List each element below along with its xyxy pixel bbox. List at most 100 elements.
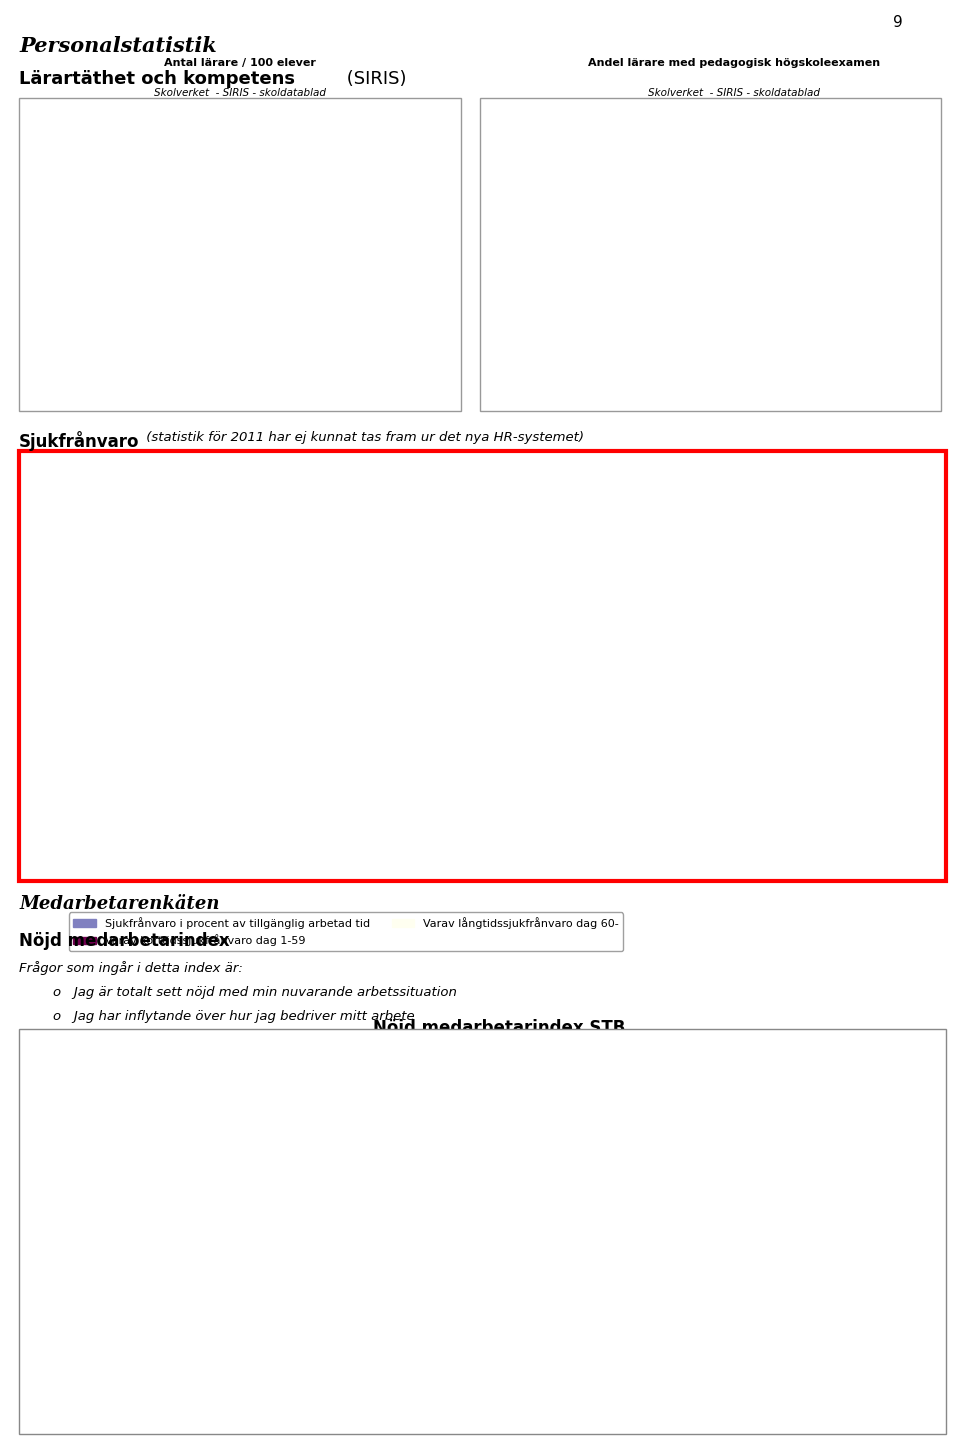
Text: 7,1: 7,1 (351, 166, 368, 176)
Text: 1,9%: 1,9% (557, 697, 581, 706)
Bar (111, 588, 147, 794)
Bar (738, 1246, 866, 1456)
Text: 2,7%: 2,7% (189, 661, 214, 671)
Text: 7,8: 7,8 (231, 146, 249, 156)
Bar (74, 186, 106, 379)
Text: 2008: 2008 (150, 862, 181, 875)
Text: (statistik för 2011 har ej kunnat tas fram ur det nya HR-systemet): (statistik för 2011 har ej kunnat tas fr… (142, 431, 584, 444)
Text: 2008: 2008 (284, 862, 316, 875)
Legend: Sjukfrånvaro i procent av tillgänglig arbetad tid, Varav korttidssjukfrånvaro da: Sjukfrånvaro i procent av tillgänglig ar… (69, 913, 623, 951)
Text: 73%: 73% (784, 1229, 821, 1243)
Text: 6,6%: 6,6% (386, 486, 410, 496)
Bar (452, 628, 489, 794)
Text: (SIRIS): (SIRIS) (341, 70, 406, 87)
Bar (587, 686, 623, 794)
Bar (344, 178, 374, 379)
Bar (246, 574, 282, 794)
Bar (515, 601, 551, 794)
Bar (225, 157, 255, 379)
Text: 81%: 81% (179, 1178, 214, 1194)
Text: Antal lärare / 100 elever: Antal lärare / 100 elever (164, 58, 316, 67)
Text: 4,3%: 4,3% (520, 590, 544, 600)
Text: 1,9%: 1,9% (154, 697, 178, 706)
Text: (inkl. sgymnasiesärskolan): (inkl. sgymnasiesärskolan) (397, 1050, 601, 1064)
Bar (783, 660, 820, 794)
Text: 1,8%: 1,8% (728, 702, 752, 711)
Text: 75,6: 75,6 (723, 173, 746, 183)
Bar (856, 753, 892, 794)
Text: 4,6%: 4,6% (117, 577, 141, 585)
Bar (106, 163, 136, 379)
Bar (820, 695, 856, 794)
Bar (255, 154, 286, 379)
Bar (750, 188, 780, 379)
Text: 0,9%: 0,9% (862, 741, 886, 751)
Text: 2,2%: 2,2% (826, 683, 850, 693)
Text: 3,6%: 3,6% (288, 620, 312, 630)
Bar (313, 192, 344, 379)
Text: 73,7: 73,7 (635, 179, 658, 189)
Text: 7,9: 7,9 (263, 143, 279, 153)
Bar (318, 699, 354, 794)
Bar (374, 149, 406, 379)
Text: 75,0: 75,0 (754, 175, 777, 185)
Text: 6,9: 6,9 (201, 172, 217, 182)
Text: 2010: 2010 (687, 862, 719, 875)
Text: 2010: 2010 (822, 862, 853, 875)
Text: 3,0%: 3,0% (789, 648, 814, 658)
Bar (807, 166, 838, 379)
Text: 2,4%: 2,4% (593, 674, 617, 684)
Text: 8,1: 8,1 (143, 137, 160, 147)
Text: 2,9%: 2,9% (422, 652, 446, 662)
Bar (436, 1284, 563, 1456)
Bar (132, 1197, 260, 1456)
Text: 8,1: 8,1 (382, 137, 398, 147)
Text: o   Jag är totalt sett nöjd med min nuvarande arbetssituation: o Jag är totalt sett nöjd med min nuvara… (53, 986, 457, 999)
Text: 9: 9 (893, 15, 902, 29)
Title: Sjukfrånvaro personal: Sjukfrånvaro personal (406, 459, 597, 475)
Text: 2009: 2009 (419, 862, 450, 875)
Bar (551, 709, 587, 794)
Bar (600, 188, 631, 379)
Text: 83,3: 83,3 (811, 154, 834, 165)
Bar (194, 183, 225, 379)
Bar (721, 713, 757, 794)
Text: 75,0: 75,0 (604, 175, 627, 185)
Bar (380, 498, 417, 794)
Bar (136, 149, 167, 379)
Bar (282, 632, 318, 794)
Text: 78,5: 78,5 (842, 166, 865, 176)
Text: Skolverket  - SIRIS - skoldatablad: Skolverket - SIRIS - skoldatablad (154, 89, 326, 98)
Text: 75,0: 75,0 (874, 175, 897, 185)
Text: Nöjd medarbetarindex: Nöjd medarbetarindex (19, 932, 229, 949)
Text: Medarbetarenkäten: Medarbetarenkäten (19, 895, 220, 913)
Text: 4,6%: 4,6% (655, 577, 680, 585)
Bar (183, 673, 220, 794)
Text: Personalstatistik: Personalstatistik (19, 36, 217, 57)
Text: 7,6: 7,6 (112, 151, 129, 162)
Text: 67%: 67% (481, 1265, 517, 1281)
Bar (869, 188, 900, 379)
Bar (685, 668, 721, 794)
Bar (568, 176, 600, 379)
Text: 6,8: 6,8 (82, 175, 98, 185)
Text: 4,9%: 4,9% (252, 562, 276, 572)
Text: 82,6: 82,6 (692, 156, 715, 166)
Bar (688, 167, 719, 379)
Legend: St Botvid, Botkyrka, Riket: St Botvid, Botkyrka, Riket (111, 451, 369, 470)
Text: Sjukfrånvaro: Sjukfrånvaro (19, 431, 140, 451)
Text: 2,8%: 2,8% (691, 657, 715, 667)
Text: Andel lärare med pedagogisk högskoleexamen: Andel lärare med pedagogisk högskoleexam… (588, 58, 880, 67)
Bar (719, 186, 750, 379)
Bar (631, 191, 661, 379)
Text: 2,1%: 2,1% (324, 687, 348, 697)
Text: 3,7%: 3,7% (458, 616, 483, 626)
Text: Skolverket  - SIRIS - skoldatablad: Skolverket - SIRIS - skoldatablad (648, 89, 821, 98)
Bar (649, 588, 685, 794)
Y-axis label: procent: procent (501, 229, 515, 274)
Text: o   Jag har inflytande över hur jag bedriver mitt arbete: o Jag har inflytande över hur jag bedriv… (53, 1010, 415, 1024)
Legend: St Botvid, Botkyrka, Riket: St Botvid, Botkyrka, Riket (606, 451, 863, 470)
Text: 6,6: 6,6 (320, 181, 337, 189)
Text: 79,4: 79,4 (572, 165, 596, 175)
Bar (417, 664, 452, 794)
